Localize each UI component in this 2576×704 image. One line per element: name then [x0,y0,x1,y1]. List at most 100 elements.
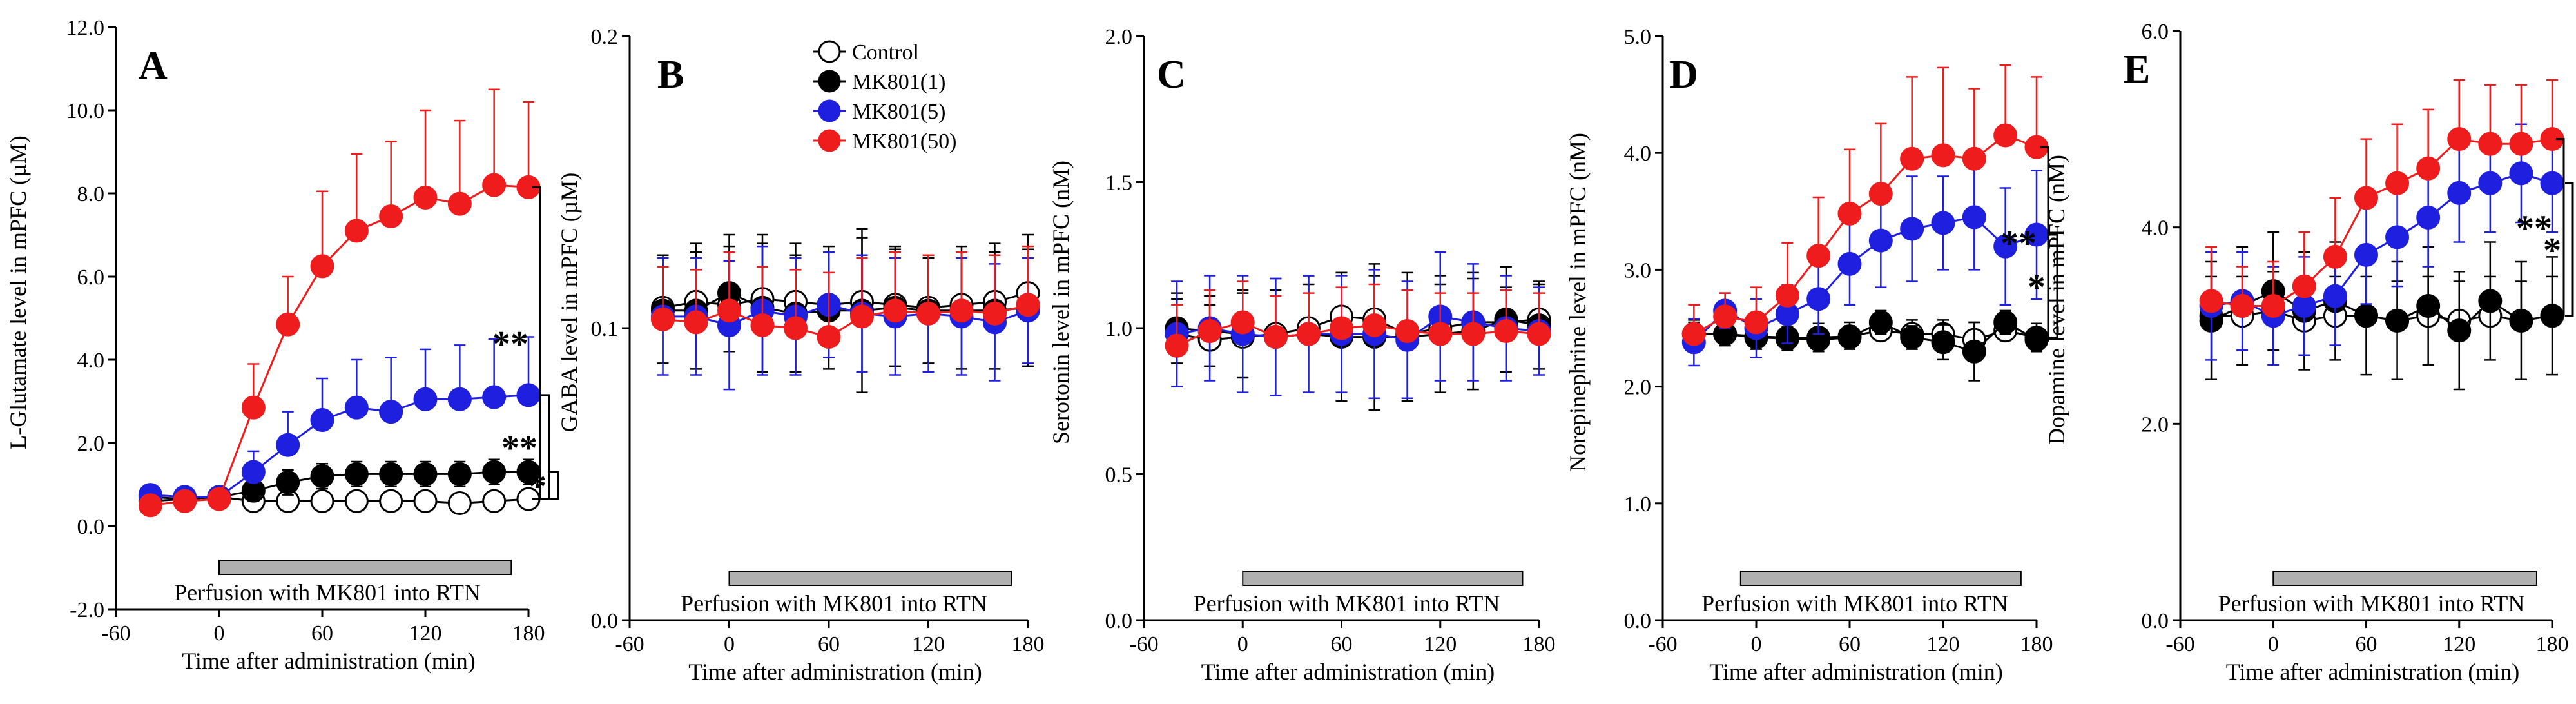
panel-letter: A [139,44,168,88]
data-point [1931,330,1955,355]
data-point [2509,161,2533,186]
data-point [2416,156,2441,181]
y-tick-label: 3.0 [1624,259,1652,282]
data-point [173,489,197,513]
series-control [2199,270,2564,333]
y-tick-label: 4.0 [2142,217,2169,240]
data-point [1681,322,1706,346]
y-tick-label: 2.0 [1624,376,1652,400]
data-point [2261,294,2285,318]
y-tick-label: 0.5 [1105,464,1133,487]
data-point [482,173,507,197]
y-tick-label: 0.0 [77,515,105,539]
data-point [1900,146,1924,171]
x-tick-label: 120 [1927,632,1960,656]
data-point [2323,244,2347,269]
perfusion-bar [2272,571,2537,586]
chart-panel-c: 0.0 0.5 1.0 1.5 2.0 -60 0 60 120 180 Time after ad… [1048,25,1556,685]
significance-bracket [2556,138,2565,317]
y-tick-label: 0.2 [591,25,619,49]
legend-marker-control [818,40,841,63]
y-tick-label: 8.0 [77,182,105,206]
chart-panel-d: 0.0 1.0 2.0 3.0 4.0 5.0 -60 0 60 120 180 Time after… [1565,25,2058,685]
x-tick-label: 120 [912,632,945,656]
data-point [344,489,369,513]
series-mk801_50 [1681,64,2049,346]
significance-label: ** [501,428,537,468]
data-point [413,462,438,486]
series-line [1693,134,2037,335]
x-axis-title: Time after administration (min) [182,648,476,674]
data-point [1962,146,1986,171]
y-tick-label: 5.0 [1624,25,1652,49]
significance-bracket [2040,146,2049,338]
data-point [784,316,808,340]
data-point [413,387,438,411]
x-axis-title: Time after administration (min) [688,659,982,685]
data-point [1263,325,1288,349]
data-point [1744,310,1768,335]
significance-bracket [541,394,550,500]
x-tick-label: -60 [615,632,644,656]
data-point [2292,294,2316,318]
data-point [2478,171,2503,195]
data-point [1016,293,1040,317]
data-point [1806,287,1831,311]
series-mk801_50 [1165,280,1551,358]
data-point [2540,171,2564,195]
data-point [2199,289,2223,313]
data-point [1395,319,1420,344]
x-tick-label: 60 [818,632,840,656]
y-axis-title: L-Glutamate level in mPFC (µM) [5,135,31,449]
data-point [276,312,300,337]
data-point [1900,325,1924,349]
data-point [1494,319,1518,344]
x-tick-label: 120 [1424,632,1457,656]
x-tick-label: -60 [2165,632,2194,656]
data-point [379,400,403,424]
x-tick-label: 60 [311,621,333,645]
data-point [1962,205,1986,230]
significance-label: ** [492,324,528,364]
x-tick-label: 0 [214,621,225,645]
data-point [717,298,741,323]
data-point [817,325,841,349]
data-point [1962,339,1986,364]
significance-label: ** [2516,209,2552,249]
y-tick-label: 6.0 [77,266,105,289]
data-point [1868,228,1893,253]
data-point [413,185,438,210]
series-line [150,394,529,498]
panel-letter: C [1157,53,1186,97]
data-point [1230,310,1255,335]
data-point [344,219,369,243]
data-point [916,301,940,326]
series-control [651,233,1040,320]
perfusion-label: Perfusion with MK801 into RTN [1194,591,1500,616]
panel-letter: E [2124,48,2150,92]
y-axis-title: GABA level in mPFC (µM) [556,173,582,433]
perfusion-label: Perfusion with MK801 into RTN [174,580,481,605]
chart-panel-e: 0.0 2.0 4.0 6.0 -60 0 60 120 180 Time after admin… [2044,20,2574,685]
y-axis-title: Dopamine level in mPFC (nM) [2044,155,2069,445]
data-point [2478,132,2503,156]
x-tick-label: 180 [1523,632,1556,656]
data-point [1900,217,1924,241]
series-mk801_5 [1165,251,1551,399]
x-tick-label: 120 [409,621,442,645]
data-point [447,462,472,486]
x-tick-label: 60 [1839,632,1861,656]
data-point [2354,186,2378,210]
data-point [1428,322,1453,346]
data-point [344,462,369,486]
x-tick-label: 0 [1751,632,1762,656]
data-point [2447,181,2472,205]
data-point [2416,205,2441,230]
legend-label-mk801_50: MK801(50) [852,130,956,153]
data-point [1993,234,2018,259]
data-point [1931,211,1955,235]
y-tick-label: 1.0 [1624,493,1652,516]
perfusion-bar [728,571,1012,586]
data-point [2447,127,2472,152]
